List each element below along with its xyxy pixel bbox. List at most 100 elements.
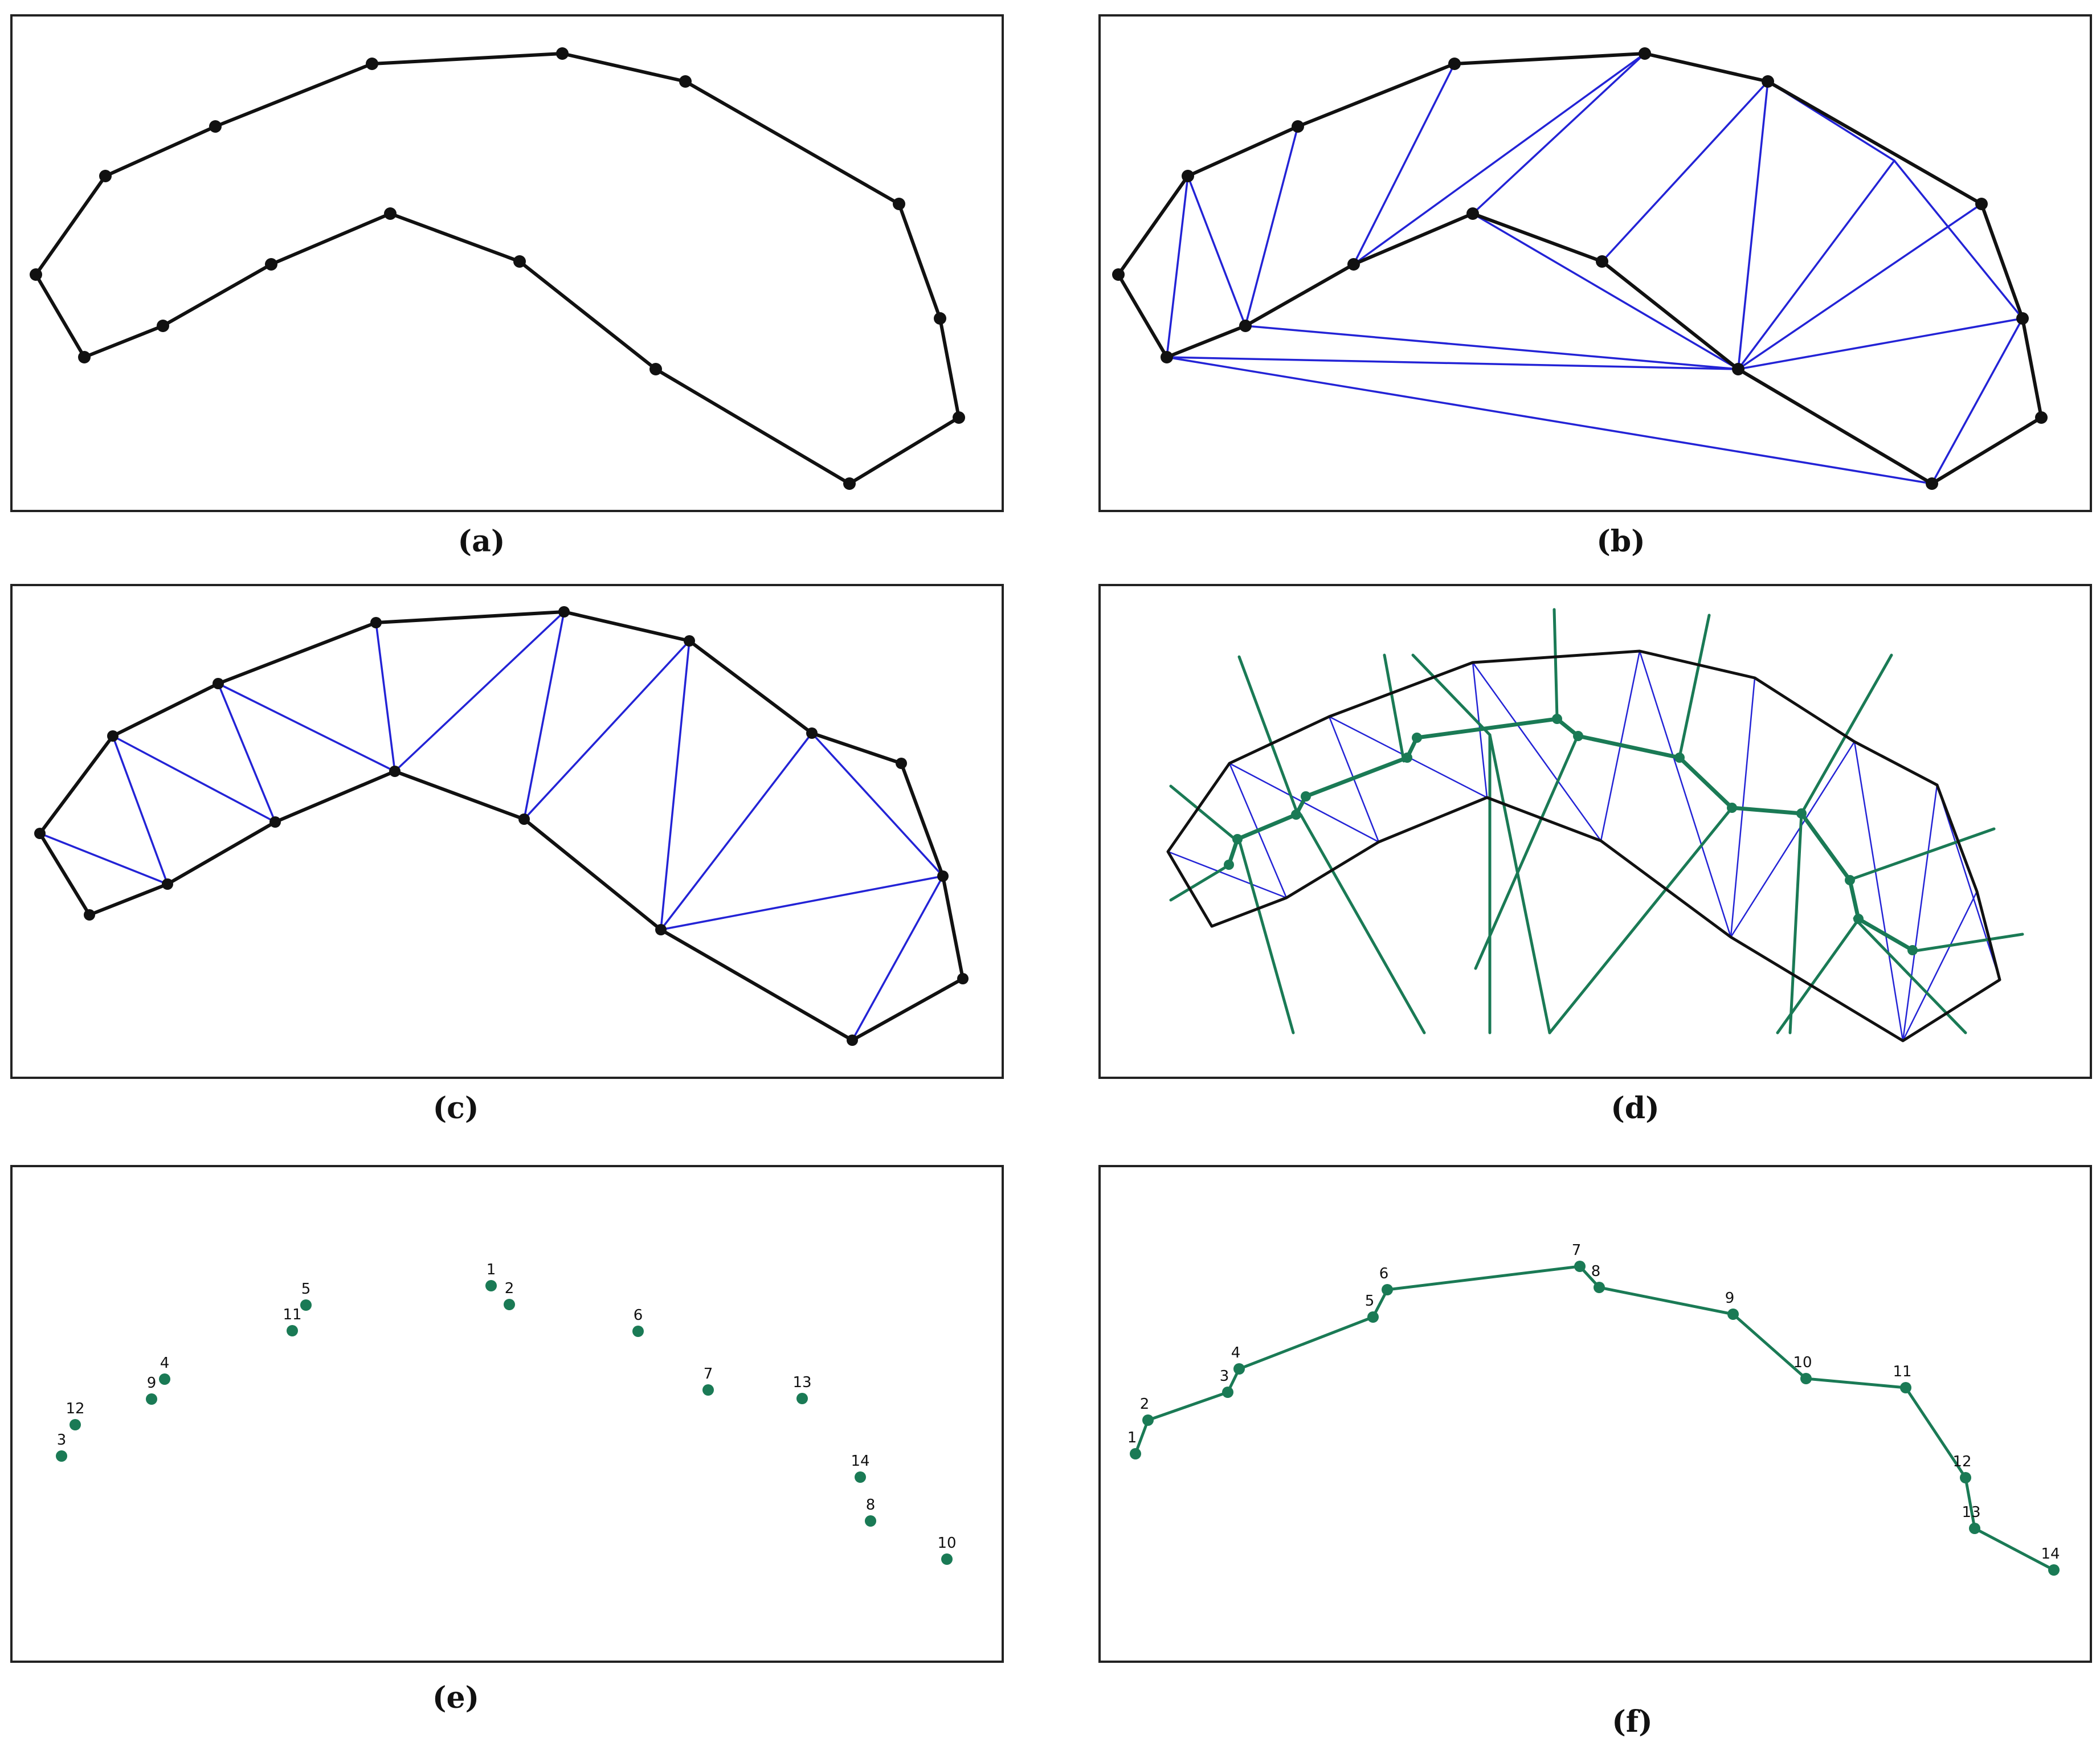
panel-b-vertex: [1112, 268, 1125, 281]
panel-d-voronoi-ray: [1788, 812, 1803, 1034]
panel-d-skeleton-node: [1796, 808, 1807, 819]
panel-f-point-label: 8: [1591, 1263, 1601, 1280]
panel-f-point: [1900, 1382, 1911, 1393]
panel-d-skeleton-nodes: [1224, 714, 1918, 955]
panel-b-diagonal: [1166, 175, 1189, 358]
panel-b-diagonal: [1737, 317, 2024, 370]
panel-c-vertex: [107, 730, 119, 742]
panel-e-point-label: 4: [160, 1355, 170, 1372]
panel-d-voronoi-ray: [1169, 864, 1229, 902]
panel-d-skeleton-node: [1412, 733, 1422, 743]
panel-e-point: [56, 1450, 67, 1462]
panel-e-unordered-points: [56, 1280, 953, 1565]
panel-b-diagonal: [1893, 160, 2024, 320]
panel-e-point-label: 3: [57, 1432, 67, 1449]
panel-b-diagonal: [1737, 80, 1769, 370]
panel-f-point-label: 3: [1220, 1368, 1229, 1385]
panel-f-point: [1142, 1414, 1154, 1426]
panel-b-vertex: [1926, 477, 1938, 490]
panel-e-frame: [10, 1165, 1004, 1663]
panel-a-vertices: [30, 47, 965, 490]
panel-f-point: [1969, 1523, 1980, 1534]
panel-d-voronoi-ray: [1488, 733, 1551, 1034]
panel-d-voronoi-ray: [1910, 933, 2024, 953]
panel-d-skeleton-node: [1907, 945, 1918, 955]
panel-a-vertex: [366, 58, 378, 70]
panel-d-skeleton-node: [1674, 753, 1685, 763]
panel-d-diagonal: [1936, 784, 2001, 981]
panel-d-skeleton-node: [1402, 753, 1412, 763]
panel-b-diagonal: [1166, 356, 1933, 485]
panel-b-vertex: [2016, 312, 2029, 325]
panel-d-voronoi-ray: [1552, 608, 1559, 719]
panel-f-point: [1594, 1282, 1605, 1293]
panel-f-point: [1574, 1261, 1586, 1272]
panel-b-diagonal: [1737, 160, 1895, 370]
panel-d-voronoi-ray: [1411, 653, 1492, 737]
panel-b-vertex: [1596, 255, 1608, 268]
panel-b-vertex: [1161, 351, 1173, 363]
panel-b-vertex: [1639, 47, 1651, 60]
panel-a-vertex: [843, 477, 856, 490]
panel-b: (b): [1098, 14, 2092, 559]
panel-f-point-label: 14: [2041, 1545, 2060, 1563]
panel-d-voronoi-ray: [1776, 915, 1862, 1034]
panel-e-point: [865, 1515, 876, 1527]
panel-a-vertex: [934, 312, 946, 325]
panel-c-vertex: [213, 678, 224, 689]
caption-d: (d): [1611, 1091, 1660, 1126]
panel-c-vertex: [655, 924, 667, 935]
panel-d-polygon: [1166, 649, 2001, 1042]
panel-b-vertex: [2035, 411, 2048, 424]
panel-c-vertices: [34, 606, 969, 1046]
panel-e-point-label: 14: [851, 1453, 869, 1470]
panel-d-skeleton-node: [1232, 834, 1243, 844]
panel-b-diagonal: [1472, 212, 1739, 370]
panel-f-point-label: 5: [1365, 1293, 1375, 1310]
panel-e-point-label: 13: [792, 1374, 811, 1391]
panel-f-point: [1233, 1363, 1245, 1375]
panel-b-diagonal: [1244, 125, 1299, 327]
panel-e-point: [146, 1393, 157, 1405]
panel-d: (d): [1098, 584, 2092, 1126]
panel-c: (c): [10, 584, 1004, 1126]
panel-e-point-label: 1: [487, 1261, 496, 1278]
panel-e-point-label: 5: [301, 1281, 311, 1298]
panel-d-skeleton-node: [1301, 791, 1311, 802]
panel-c-diagonal: [217, 682, 276, 823]
panel-c-vertex: [162, 878, 173, 890]
panel-e-point-label: 10: [937, 1535, 956, 1552]
panel-b-diagonal: [1353, 63, 1456, 265]
panel-e-point: [941, 1553, 953, 1565]
panel-c-diagonal: [112, 735, 169, 885]
panel-c-diagonal: [660, 640, 691, 931]
panel-f-point-label: 6: [1379, 1265, 1389, 1282]
panel-c-diagonal: [851, 875, 944, 1041]
panel-d-skeleton-node: [1552, 714, 1562, 724]
panel-d-diagonal: [1639, 650, 1732, 938]
panel-f-point: [2048, 1564, 2060, 1576]
panel-f-point-label: 11: [1893, 1363, 1911, 1380]
panel-e-point-label: 9: [147, 1375, 157, 1392]
panel-c-vertex: [84, 909, 95, 921]
panel-e-point: [702, 1384, 714, 1396]
panel-d-skeleton-node: [1727, 803, 1737, 813]
panel-d-diagonal: [1902, 784, 1938, 1042]
panel-c-diagonal: [660, 732, 813, 931]
caption-e: (e): [432, 1680, 479, 1715]
panel-f-point-label: 13: [1962, 1504, 1980, 1521]
panel-d-skeleton-node: [1853, 914, 1864, 924]
panel-d-skeleton-node: [1291, 809, 1301, 820]
panel-d-frame: [1098, 584, 2092, 1079]
panel-b-diagonal: [1472, 52, 1646, 215]
panel-d-voronoi-ray: [1548, 806, 1734, 1034]
panel-a-vertex: [679, 75, 692, 88]
panel-c-vertex: [518, 813, 530, 825]
panel-d-diagonal: [1730, 741, 1856, 938]
panel-c-vertex: [937, 870, 949, 882]
panel-f-frame: [1098, 1165, 2092, 1663]
panel-d-skeleton-node: [1573, 731, 1583, 741]
panel-c-diagonal: [375, 621, 396, 772]
panel-f-point: [1222, 1387, 1233, 1398]
